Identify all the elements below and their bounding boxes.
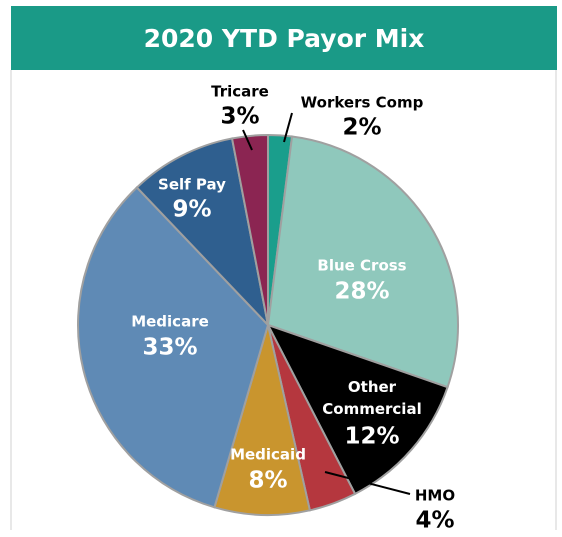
leader-line: [324, 471, 411, 495]
pie-slice: [135, 137, 270, 329]
slice-label: Blue Cross: [317, 257, 406, 275]
slice-value-label: 12%: [344, 424, 399, 450]
leader-line: [242, 129, 253, 151]
slice-label: Medicaid: [230, 446, 306, 464]
pie-slice: [230, 133, 269, 326]
slice-value-label: 2%: [342, 115, 381, 141]
header-bar: [11, 6, 557, 70]
slice-value-label: 9%: [172, 197, 211, 223]
slice-label: Other Commercial: [322, 378, 421, 418]
slice-label: HMO: [415, 487, 455, 505]
pie-slice: [265, 323, 449, 496]
slice-label: Medicare: [131, 313, 209, 331]
slice-label: Tricare: [211, 83, 269, 101]
pie-slice: [213, 321, 312, 516]
slice-value-label: 33%: [142, 335, 197, 361]
slice-value-label: 8%: [248, 468, 287, 494]
slice-value-label: 28%: [334, 279, 389, 305]
leader-line: [283, 112, 293, 143]
pie-slice: [77, 186, 270, 509]
chart-title: 2020 YTD Payor Mix: [144, 24, 425, 53]
slice-label: Self Pay: [158, 176, 226, 194]
slice-value-label: 3%: [220, 104, 259, 130]
slice-label: Workers Comp: [301, 94, 424, 112]
pie-slice: [266, 135, 459, 389]
slice-value-label: 4%: [415, 508, 454, 534]
